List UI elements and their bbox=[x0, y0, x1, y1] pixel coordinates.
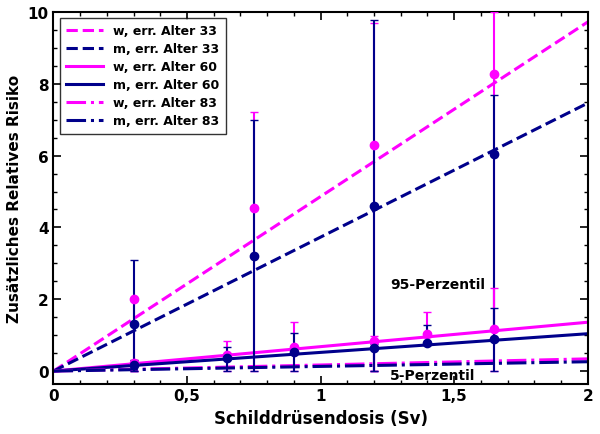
w, err. Alter 83 bbox=[339, 362, 346, 367]
m, err. Alter 60 bbox=[307, 351, 314, 356]
Line: w, err. Alter 83: w, err. Alter 83 bbox=[53, 359, 587, 371]
m, err. Alter 33 bbox=[304, 242, 311, 247]
m, err. Alter 60 bbox=[571, 332, 578, 338]
w, err. Alter 83 bbox=[368, 362, 375, 367]
m, err. Alter 33 bbox=[571, 108, 578, 113]
Text: 5-Perzentil: 5-Perzentil bbox=[390, 368, 475, 382]
Line: m, err. Alter 83: m, err. Alter 83 bbox=[53, 362, 587, 371]
w, err. Alter 33 bbox=[339, 180, 346, 185]
Line: m, err. Alter 60: m, err. Alter 60 bbox=[53, 334, 587, 371]
w, err. Alter 33 bbox=[571, 29, 578, 34]
m, err. Alter 33 bbox=[50, 368, 57, 374]
m, err. Alter 60 bbox=[488, 338, 495, 343]
m, err. Alter 60 bbox=[339, 349, 346, 354]
w, err. Alter 83 bbox=[50, 368, 57, 374]
w, err. Alter 83 bbox=[488, 358, 495, 364]
m, err. Alter 83 bbox=[584, 359, 591, 365]
w, err. Alter 60 bbox=[584, 320, 591, 325]
X-axis label: Schilddrüsendosis (Sv): Schilddrüsendosis (Sv) bbox=[214, 409, 428, 427]
m, err. Alter 83 bbox=[368, 363, 375, 368]
m, err. Alter 33 bbox=[368, 210, 375, 215]
w, err. Alter 33 bbox=[50, 368, 57, 374]
m, err. Alter 83 bbox=[50, 368, 57, 374]
m, err. Alter 83 bbox=[304, 364, 311, 369]
w, err. Alter 33 bbox=[584, 20, 591, 26]
m, err. Alter 60 bbox=[368, 346, 375, 352]
Line: m, err. Alter 33: m, err. Alter 33 bbox=[53, 104, 587, 371]
w, err. Alter 83 bbox=[571, 357, 578, 362]
Legend: w, err. Alter 33, m, err. Alter 33, w, err. Alter 60, m, err. Alter 60, w, err. : w, err. Alter 33, m, err. Alter 33, w, e… bbox=[60, 19, 226, 135]
m, err. Alter 33 bbox=[339, 224, 346, 229]
w, err. Alter 83 bbox=[307, 363, 314, 368]
Text: 95-Perzentil: 95-Perzentil bbox=[390, 278, 485, 292]
w, err. Alter 60 bbox=[307, 345, 314, 350]
w, err. Alter 83 bbox=[304, 363, 311, 368]
Y-axis label: Zusätzliches Relatives Risiko: Zusätzliches Relatives Risiko bbox=[7, 75, 22, 322]
Line: w, err. Alter 60: w, err. Alter 60 bbox=[53, 322, 587, 371]
m, err. Alter 60 bbox=[584, 331, 591, 336]
w, err. Alter 60 bbox=[304, 345, 311, 351]
w, err. Alter 33 bbox=[304, 203, 311, 208]
w, err. Alter 33 bbox=[368, 161, 375, 167]
m, err. Alter 83 bbox=[488, 361, 495, 366]
w, err. Alter 60 bbox=[50, 368, 57, 374]
w, err. Alter 33 bbox=[307, 201, 314, 206]
w, err. Alter 60 bbox=[368, 340, 375, 345]
m, err. Alter 83 bbox=[571, 359, 578, 365]
w, err. Alter 83 bbox=[584, 356, 591, 362]
m, err. Alter 83 bbox=[307, 364, 314, 369]
m, err. Alter 83 bbox=[339, 364, 346, 369]
w, err. Alter 60 bbox=[339, 342, 346, 348]
m, err. Alter 33 bbox=[488, 150, 495, 155]
Line: w, err. Alter 33: w, err. Alter 33 bbox=[53, 23, 587, 371]
m, err. Alter 60 bbox=[50, 368, 57, 374]
w, err. Alter 60 bbox=[571, 321, 578, 326]
m, err. Alter 33 bbox=[307, 240, 314, 245]
m, err. Alter 60 bbox=[304, 351, 311, 356]
m, err. Alter 33 bbox=[584, 101, 591, 106]
w, err. Alter 33 bbox=[488, 83, 495, 89]
w, err. Alter 60 bbox=[488, 329, 495, 334]
